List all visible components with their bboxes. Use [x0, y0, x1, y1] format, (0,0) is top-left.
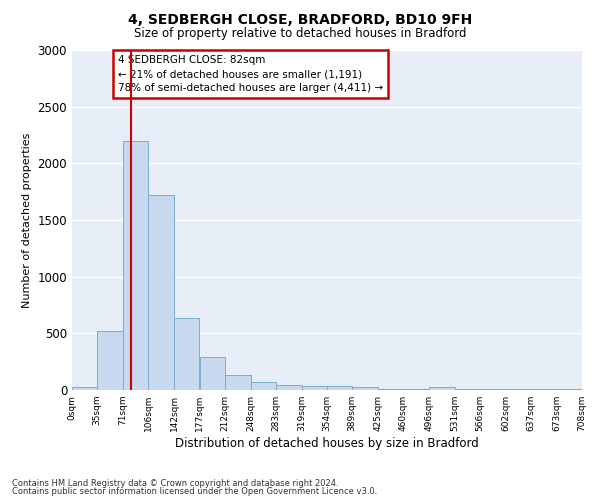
Bar: [199, 357, 225, 390]
Text: Contains HM Land Registry data © Crown copyright and database right 2024.: Contains HM Land Registry data © Crown c…: [12, 478, 338, 488]
Bar: [352, 387, 378, 390]
Bar: [251, 382, 276, 390]
Y-axis label: Number of detached properties: Number of detached properties: [22, 132, 32, 308]
Text: 4, SEDBERGH CLOSE, BRADFORD, BD10 9FH: 4, SEDBERGH CLOSE, BRADFORD, BD10 9FH: [128, 12, 472, 26]
Bar: [480, 389, 506, 390]
Bar: [378, 389, 403, 390]
Text: 4 SEDBERGH CLOSE: 82sqm
← 21% of detached houses are smaller (1,191)
78% of semi: 4 SEDBERGH CLOSE: 82sqm ← 21% of detache…: [118, 55, 383, 93]
Text: Contains public sector information licensed under the Open Government Licence v3: Contains public sector information licen…: [12, 487, 377, 496]
Bar: [72, 386, 97, 390]
Bar: [123, 140, 148, 390]
Bar: [557, 389, 582, 390]
Bar: [429, 387, 455, 390]
Bar: [327, 386, 352, 390]
Bar: [455, 389, 480, 390]
Bar: [225, 376, 251, 390]
Bar: [506, 389, 531, 390]
Bar: [531, 389, 557, 390]
Bar: [148, 195, 174, 390]
Text: Size of property relative to detached houses in Bradford: Size of property relative to detached ho…: [134, 28, 466, 40]
Bar: [174, 318, 199, 390]
Bar: [276, 385, 302, 390]
X-axis label: Distribution of detached houses by size in Bradford: Distribution of detached houses by size …: [175, 437, 479, 450]
Bar: [97, 331, 123, 390]
Bar: [302, 386, 327, 390]
Bar: [403, 389, 429, 390]
